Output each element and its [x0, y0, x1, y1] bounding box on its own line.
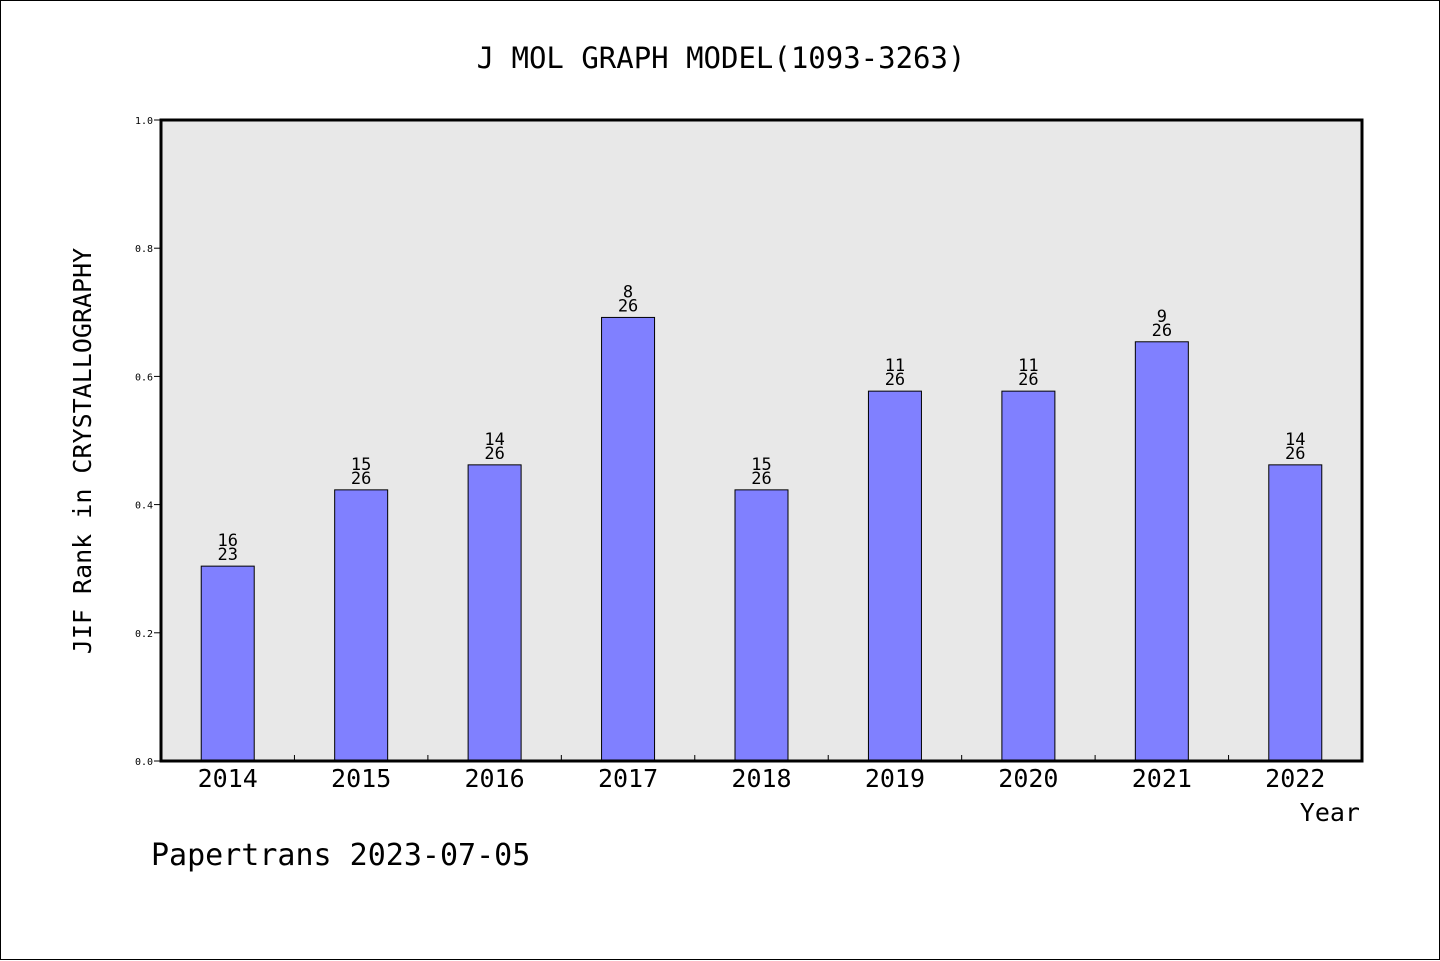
bar-2021 — [1134, 341, 1189, 762]
bar-total-label: 26 — [1152, 321, 1172, 341]
x-axis-label: Year — [1300, 798, 1360, 827]
bar-total-label: 26 — [1285, 444, 1305, 464]
bar-total-label: 26 — [351, 469, 371, 489]
bar-rank-label: 9 — [1157, 307, 1167, 327]
footer-credit: Papertrans 2023-07-05 — [151, 838, 530, 873]
y-tick-label: 0.8 — [135, 244, 153, 255]
bar-rank-label: 15 — [351, 455, 371, 475]
bar-2016 — [467, 464, 522, 762]
y-tick-label: 0.2 — [135, 629, 153, 640]
x-axis: 2014 2015 2016 2017 2018 2019 2020 2021 2022 — [198, 755, 1325, 793]
bar-total-label: 26 — [885, 370, 905, 390]
bars-group — [200, 316, 1323, 762]
bar-rank-label: 16 — [217, 531, 237, 551]
y-tick-label: 0.4 — [135, 501, 153, 512]
bar-rank-label: 11 — [885, 356, 905, 376]
y-axis-label: JIF Rank in CRYSTALLOGRAPHY — [68, 248, 97, 654]
chart-title: J MOL GRAPH MODEL(1093-3263) — [477, 41, 966, 75]
y-tick-label: 0.0 — [135, 757, 153, 768]
x-tick-label: 2014 — [198, 764, 258, 793]
bar-total-label: 26 — [751, 469, 771, 489]
y-tick-label: 1.0 — [135, 116, 153, 127]
y-tick-label: 0.6 — [135, 372, 153, 383]
bar-2020 — [1001, 390, 1056, 762]
y-axis: 0.0 0.2 0.4 0.6 0.8 1.0 — [135, 116, 161, 768]
bar-2015 — [334, 489, 389, 762]
bar-rank-label: 15 — [751, 455, 771, 475]
bar-rank-label: 14 — [1285, 430, 1305, 450]
bar-rank-label: 11 — [1018, 356, 1038, 376]
bar-total-label: 26 — [484, 444, 504, 464]
x-tick-label: 2015 — [331, 764, 391, 793]
x-tick-label: 2021 — [1132, 764, 1192, 793]
bar-2018 — [734, 489, 789, 762]
bar-rank-label: 8 — [623, 282, 633, 302]
plot-border — [159, 118, 1364, 763]
bar-2019 — [867, 390, 922, 762]
bar-total-label: 26 — [618, 296, 638, 316]
bar-total-label: 23 — [217, 545, 237, 565]
bar-total-label: 26 — [1018, 370, 1038, 390]
x-tick-label: 2019 — [865, 764, 925, 793]
x-tick-label: 2017 — [598, 764, 658, 793]
bar-2022 — [1268, 464, 1323, 762]
x-tick-label: 2016 — [465, 764, 525, 793]
bar-2017 — [601, 316, 656, 762]
x-tick-label: 2018 — [731, 764, 791, 793]
bar-2014 — [200, 565, 255, 762]
bar-rank-label: 14 — [484, 430, 504, 450]
x-tick-label: 2020 — [998, 764, 1058, 793]
x-tick-label: 2022 — [1265, 764, 1325, 793]
